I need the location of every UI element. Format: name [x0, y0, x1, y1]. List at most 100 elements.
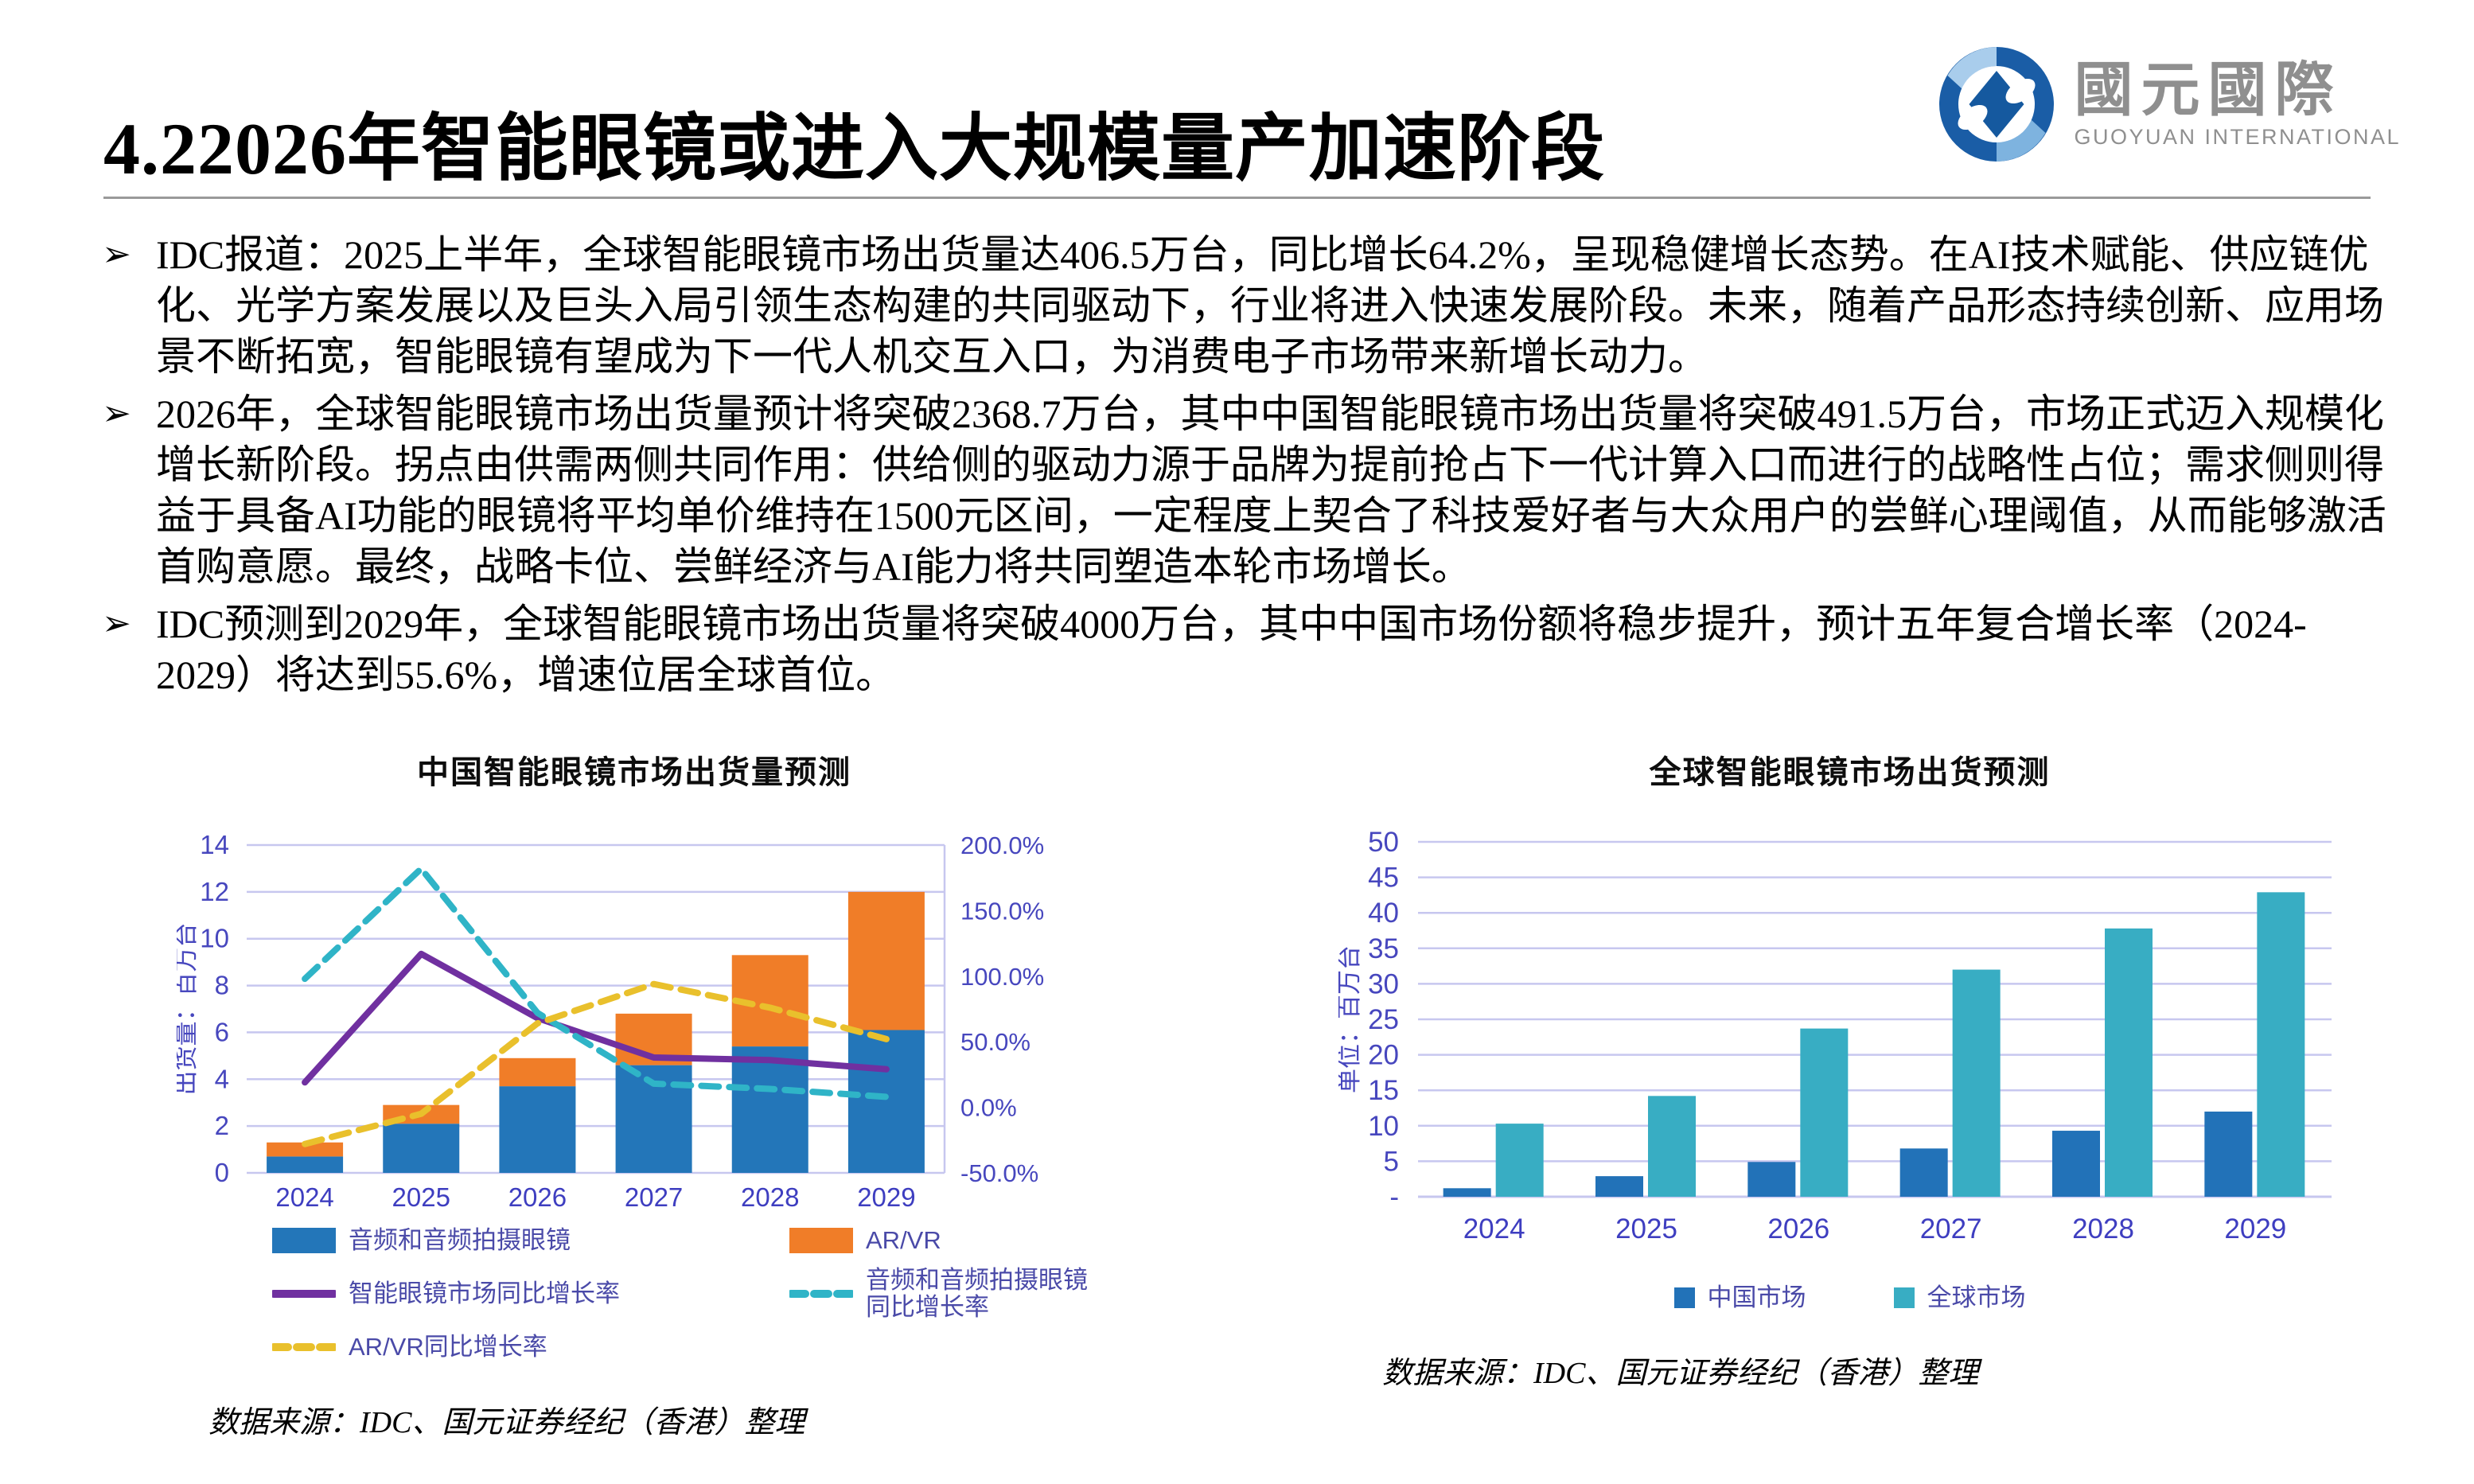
x-axis-year-label: 2029	[857, 1182, 915, 1212]
guoyuan-logo-icon	[1939, 47, 2055, 162]
y-axis-tick-label: 20	[1368, 1040, 1399, 1071]
y-axis-tick-label: 12	[200, 877, 229, 906]
bullet-item: ➢ IDC预测到2029年，全球智能眼镜市场出货量将突破4000万台，其中中国市…	[102, 598, 2394, 700]
global-chart-legend: 中国市场 全球市场	[1338, 1283, 2361, 1311]
x-axis-year-label: 2025	[1615, 1213, 1677, 1244]
x-axis-year-label: 2027	[625, 1182, 683, 1212]
y-axis-tick-label: 2	[215, 1111, 229, 1140]
bullet-arrow-icon: ➢	[102, 394, 131, 433]
bullet-text: 2026年，全球智能眼镜市场出货量预计将突破2368.7万台，其中中国智能眼镜市…	[156, 391, 2386, 589]
y-axis-tick-label: -	[1389, 1182, 1399, 1213]
y-axis-tick-label: 6	[215, 1017, 229, 1046]
growth-line	[302, 980, 890, 1147]
legend-item: AR/VR同比增长率	[270, 1334, 781, 1361]
y-axis-tick-label: 10	[1368, 1111, 1399, 1142]
y-axis-title: 单位：百万台	[1338, 945, 1363, 1093]
bar-segment	[499, 1057, 576, 1087]
logo: 國元國際 GUOYUAN INTERNATIONAL	[1937, 45, 2401, 164]
bar-segment	[731, 1046, 808, 1173]
bar	[1747, 1162, 1796, 1197]
legend-line-swatch	[270, 1288, 338, 1299]
x-axis-year-label: 2025	[392, 1182, 450, 1212]
bar	[1800, 1028, 1849, 1197]
y-axis-tick-label: 14	[200, 830, 229, 859]
y-axis-tick-label: 40	[1368, 898, 1399, 929]
bar-segment	[847, 891, 925, 1030]
bar	[1952, 969, 2001, 1197]
bar-segment	[383, 1124, 460, 1173]
global-chart-plot: -5 10 15 20 25 30 35 40 45 50 2024 2025 2026 2027 2028…	[1335, 827, 2361, 1249]
x-axis-year-label: 2028	[2072, 1213, 2134, 1244]
secondary-axis-tick-label: 150.0%	[960, 897, 1044, 925]
y-axis-tick-label: 30	[1368, 968, 1399, 999]
bar	[1595, 1176, 1643, 1197]
secondary-axis-tick-label: 50.0%	[960, 1028, 1031, 1056]
china-shipment-forecast-chart: 中国智能眼镜市场出货量预测 0 2 4 6 8 10 12 14 200.0% 150.0% 100…	[172, 746, 1092, 1441]
global-shipment-forecast-chart: 全球智能眼镜市场出货预测 -5 10 15 20 25 30 35 40 45 50 2024 202…	[1335, 746, 2361, 1392]
bar	[2052, 1131, 2100, 1197]
bullet-arrow-icon: ➢	[102, 604, 131, 643]
secondary-axis-tick-label: -50.0%	[960, 1159, 1038, 1187]
bar	[2257, 892, 2305, 1197]
china-chart-plot: 0 2 4 6 8 10 12 14 200.0% 150.0% 100.0% 50.0% 0.0% -5…	[172, 829, 1092, 1216]
bar	[1495, 1124, 1544, 1197]
y-axis-tick-label: 35	[1368, 933, 1399, 964]
secondary-axis-tick-label: 0.0%	[960, 1094, 1017, 1122]
bar-segment	[267, 1142, 344, 1157]
x-axis-year-label: 2028	[741, 1182, 799, 1212]
x-axis-year-label: 2024	[1463, 1213, 1525, 1244]
secondary-axis-tick-label: 100.0%	[960, 963, 1044, 991]
legend-item: 音频和音频拍摄眼镜同比增长率	[787, 1266, 1092, 1321]
legend-item: 音频和音频拍摄眼镜	[272, 1226, 781, 1254]
chart-title: 中国智能眼镜市场出货量预测	[417, 755, 851, 790]
bullet-item: ➢ IDC报道：2025上半年，全球智能眼镜市场出货量达406.5万台，同比增长…	[102, 229, 2394, 382]
y-axis-tick-label: 10	[200, 924, 229, 953]
legend-item: 全球市场	[1893, 1283, 2026, 1311]
logo-name-cn: 國元國際	[2074, 56, 2342, 123]
china-chart-legend: 音频和音频拍摄眼镜 AR/VR 智能眼镜市场同比增长率 音频和音频拍摄眼镜同比增…	[270, 1226, 1092, 1361]
legend-square-swatch	[1673, 1287, 1695, 1309]
bar-segment	[499, 1086, 576, 1173]
x-axis-year-label: 2026	[1767, 1213, 1829, 1244]
legend-square-swatch	[1893, 1287, 1915, 1309]
bar	[1899, 1148, 1948, 1197]
bullet-text: IDC预测到2029年，全球智能眼镜市场出货量将突破4000万台，其中中国市场份…	[156, 602, 2307, 697]
legend-item: 中国市场	[1673, 1283, 1806, 1311]
y-axis-tick-label: 45	[1368, 863, 1399, 894]
logo-text: 國元國際 GUOYUAN INTERNATIONAL	[2074, 56, 2401, 150]
logo-name-en: GUOYUAN INTERNATIONAL	[2074, 125, 2401, 150]
bar	[2204, 1111, 2253, 1197]
legend-bar-swatch	[272, 1228, 336, 1254]
bar	[1443, 1188, 1491, 1197]
x-axis-year-label: 2024	[275, 1182, 333, 1212]
growth-line	[302, 865, 890, 1100]
y-axis-tick-label: 25	[1368, 1004, 1399, 1035]
source-note: 数据来源：IDC、国元证券经纪（香港）整理	[1382, 1357, 1979, 1391]
bullet-arrow-icon: ➢	[102, 235, 131, 274]
bar	[1648, 1096, 1696, 1197]
x-axis-year-label: 2029	[2224, 1213, 2286, 1244]
bullet-item: ➢ 2026年，全球智能眼镜市场出货量预计将突破2368.7万台，其中中国智能眼…	[102, 388, 2394, 592]
growth-line	[302, 950, 890, 1086]
legend-line-swatch	[270, 1342, 338, 1353]
y-axis-title: 出货量：百万台	[177, 923, 200, 1096]
y-axis-tick-label: 8	[215, 971, 229, 1000]
x-axis-year-label: 2026	[508, 1182, 567, 1212]
bullet-text: IDC报道：2025上半年，全球智能眼镜市场出货量达406.5万台，同比增长64…	[156, 232, 2384, 379]
chart-title: 全球智能眼镜市场出货预测	[1649, 755, 2051, 790]
secondary-axis-tick-label: 200.0%	[960, 832, 1044, 859]
title-underline	[103, 197, 2371, 199]
y-axis-tick-label: 50	[1368, 829, 1399, 858]
legend-item: 智能眼镜市场同比增长率	[270, 1267, 781, 1321]
legend-line-swatch	[787, 1288, 855, 1299]
bar-segment	[267, 1156, 344, 1173]
y-axis-tick-label: 0	[215, 1158, 229, 1187]
x-axis-year-label: 2027	[1920, 1213, 1982, 1244]
page-title: 4.22026年智能眼镜或进入大规模量产加速阶段	[103, 108, 1606, 189]
y-axis-tick-label: 5	[1384, 1146, 1399, 1177]
y-axis-tick-label: 15	[1368, 1075, 1399, 1106]
y-axis-tick-label: 4	[215, 1064, 229, 1093]
source-note: 数据来源：IDC、国元证券经纪（香港）整理	[208, 1406, 805, 1440]
legend-item: AR/VR	[789, 1226, 1092, 1254]
